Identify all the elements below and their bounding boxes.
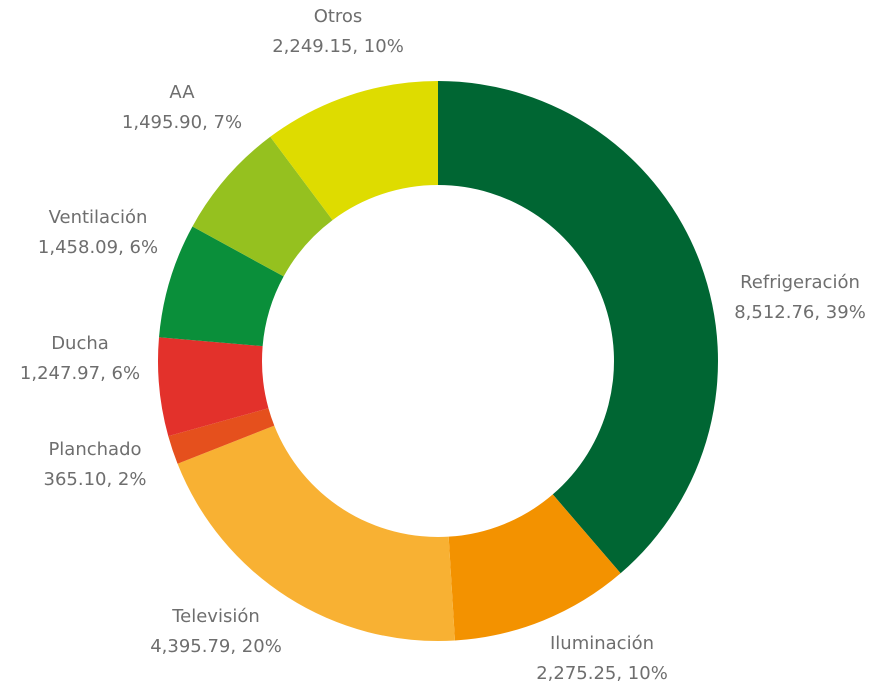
category-label: Iluminación [550, 633, 654, 654]
donut-segment [168, 408, 275, 464]
donut-segment [158, 337, 269, 437]
value-label: 1,458.09, 6% [38, 237, 158, 258]
donut-segment [192, 136, 333, 277]
donut-segment [438, 81, 719, 574]
category-label: Ventilación [49, 207, 148, 228]
value-label: 4,395.79, 20% [150, 636, 282, 657]
value-label: 365.10, 2% [44, 469, 147, 490]
donut-segment [270, 80, 438, 221]
donut-segment [448, 494, 621, 641]
value-label: 2,249.15, 10% [272, 36, 404, 57]
value-label: 2,275.25, 10% [536, 663, 668, 684]
category-label: Televisión [171, 606, 260, 627]
category-label: Otros [314, 6, 363, 27]
donut-segment [159, 226, 284, 347]
category-label: Planchado [48, 439, 141, 460]
value-label: 1,495.90, 7% [122, 112, 242, 133]
donut-segment [177, 425, 455, 641]
value-label: 8,512.76, 39% [734, 302, 866, 323]
category-label: Refrigeración [740, 272, 860, 293]
category-label: Ducha [51, 333, 109, 354]
value-label: 1,247.97, 6% [20, 363, 140, 384]
category-label: AA [169, 82, 195, 103]
